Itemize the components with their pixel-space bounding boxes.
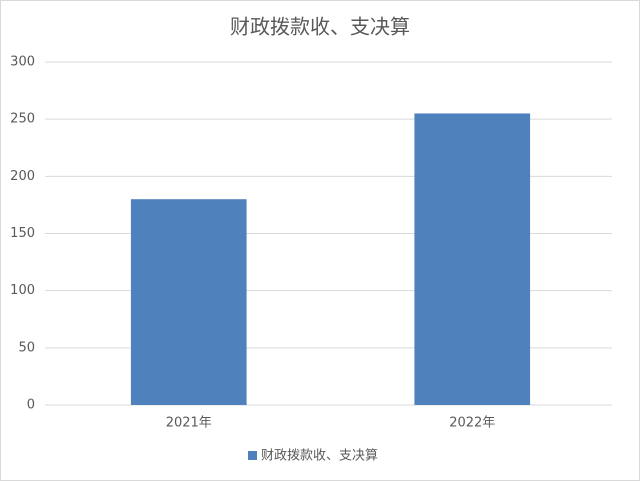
y-tick-label: 50 xyxy=(18,340,35,355)
x-tick-label: 2022年 xyxy=(449,416,495,431)
legend-swatch xyxy=(248,451,257,460)
x-tick-label: 2021年 xyxy=(166,416,212,431)
y-tick-label: 0 xyxy=(27,398,35,413)
y-tick-label: 100 xyxy=(10,283,35,298)
y-tick-label: 150 xyxy=(10,226,35,241)
y-tick-label: 250 xyxy=(10,112,35,127)
legend-label: 财政拨款收、支决算 xyxy=(261,449,378,464)
chart-title: 财政拨款收、支决算 xyxy=(230,15,410,39)
y-tick-label: 300 xyxy=(10,55,35,70)
y-tick-label: 200 xyxy=(10,169,35,184)
bar xyxy=(414,113,531,405)
bar xyxy=(130,199,247,405)
